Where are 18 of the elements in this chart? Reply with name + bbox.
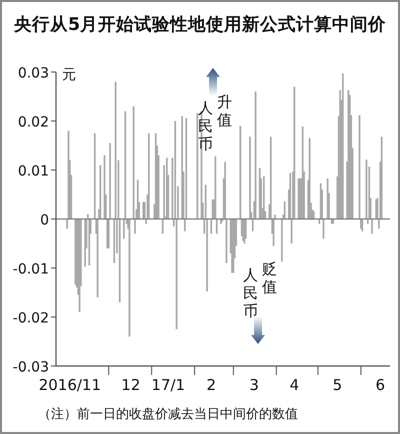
x-tick-label: 3 bbox=[249, 376, 259, 394]
y-tick-label: 0.02 bbox=[18, 114, 49, 130]
x-tick-label: 17/1 bbox=[151, 376, 186, 394]
text: （注）前一日的收盘价减去当日中间价的数值 bbox=[38, 407, 298, 422]
x-tick-label: 6 bbox=[376, 376, 386, 394]
chart-title: 央行从5月开始试验性地使用新公式计算中间价 bbox=[14, 14, 387, 35]
x-tick-label: 4 bbox=[290, 376, 300, 394]
x-tick-label: 5 bbox=[332, 376, 342, 394]
y-axis-title: 元 bbox=[62, 67, 76, 83]
y-tick-label: -0.02 bbox=[12, 310, 49, 326]
x-tick-label: 12 bbox=[121, 376, 140, 394]
x-tick-label: 2 bbox=[206, 376, 216, 394]
y-tick-label: -0.03 bbox=[12, 360, 49, 376]
y-tick-label: 0.03 bbox=[18, 66, 49, 82]
y-tick-label: 0 bbox=[40, 212, 49, 228]
x-tick-label: 2016/11 bbox=[38, 376, 102, 394]
y-tick-label: 0.01 bbox=[18, 164, 49, 180]
y-tick-label: -0.01 bbox=[12, 262, 49, 278]
